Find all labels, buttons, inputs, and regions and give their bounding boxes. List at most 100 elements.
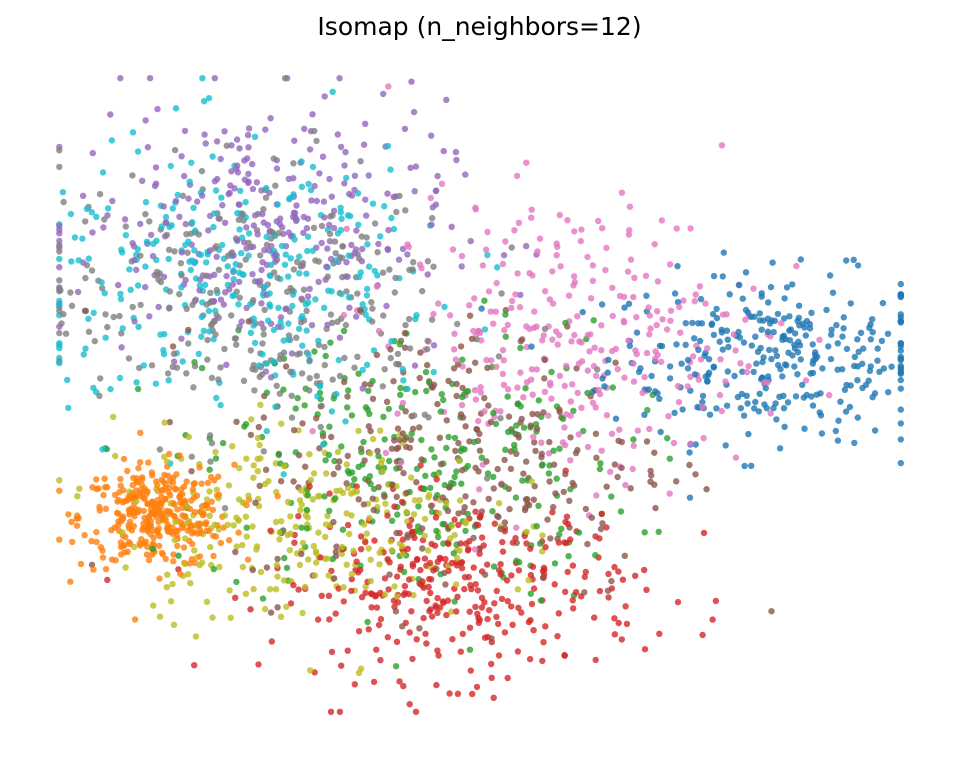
scatter-point-cluster-9	[430, 368, 437, 376]
scatter-point-cluster-7	[251, 387, 258, 394]
scatter-point-cluster-1	[196, 553, 204, 560]
scatter-point-cluster-3	[336, 708, 344, 715]
scatter-point-cluster-2	[331, 457, 338, 465]
scatter-point-cluster-7	[274, 274, 281, 281]
scatter-point-cluster-9	[303, 270, 310, 277]
scatter-point-cluster-2	[422, 368, 430, 376]
scatter-point-cluster-0	[809, 341, 816, 348]
scatter-point-cluster-0	[679, 406, 686, 413]
scatter-point-cluster-4	[154, 105, 161, 113]
scatter-point-cluster-4	[324, 321, 331, 328]
scatter-point-cluster-7	[311, 127, 318, 135]
scatter-point-cluster-4	[448, 223, 455, 230]
scatter-point-cluster-4	[201, 131, 208, 138]
scatter-point-cluster-9	[198, 333, 205, 340]
scatter-point-cluster-6	[556, 211, 563, 219]
scatter-point-cluster-8	[453, 554, 461, 561]
scatter-point-cluster-6	[574, 389, 581, 397]
scatter-point-cluster-8	[185, 571, 192, 578]
scatter-point-cluster-5	[406, 444, 413, 451]
scatter-point-cluster-4	[258, 300, 265, 307]
scatter-point-cluster-6	[704, 345, 711, 352]
scatter-point-cluster-7	[176, 290, 183, 298]
scatter-point-cluster-1	[165, 528, 172, 535]
scatter-point-cluster-1	[153, 501, 160, 509]
scatter-point-cluster-0	[756, 390, 763, 397]
scatter-point-cluster-9	[196, 282, 203, 289]
scatter-point-cluster-4	[223, 272, 230, 280]
scatter-point-cluster-8	[233, 543, 240, 550]
scatter-point-cluster-6	[529, 391, 536, 398]
scatter-point-cluster-3	[569, 597, 576, 604]
scatter-point-cluster-1	[124, 467, 131, 475]
scatter-point-cluster-9	[494, 264, 501, 271]
scatter-point-cluster-5	[335, 464, 342, 471]
scatter-point-cluster-8	[408, 474, 415, 481]
scatter-point-cluster-2	[428, 446, 435, 453]
scatter-point-cluster-9	[295, 325, 303, 333]
scatter-point-cluster-0	[786, 327, 793, 334]
scatter-point-cluster-3	[384, 512, 391, 519]
scatter-point-cluster-0	[686, 494, 694, 501]
scatter-point-cluster-2	[311, 348, 318, 355]
scatter-point-cluster-3	[539, 567, 547, 575]
scatter-point-cluster-4	[182, 220, 189, 228]
scatter-point-cluster-3	[406, 629, 413, 636]
scatter-point-cluster-0	[764, 328, 772, 335]
scatter-point-cluster-8	[348, 512, 355, 519]
scatter-point-cluster-7	[207, 289, 214, 296]
scatter-point-cluster-9	[88, 209, 96, 216]
scatter-point-cluster-9	[369, 200, 377, 207]
scatter-point-cluster-0	[897, 353, 904, 361]
scatter-point-cluster-5	[252, 499, 259, 506]
scatter-point-cluster-3	[439, 598, 447, 605]
scatter-point-cluster-5	[547, 535, 554, 542]
scatter-point-cluster-7	[60, 311, 67, 318]
scatter-point-cluster-9	[265, 317, 272, 324]
scatter-point-cluster-6	[632, 347, 639, 354]
scatter-point-cluster-9	[101, 290, 108, 297]
scatter-point-cluster-7	[289, 287, 296, 294]
scatter-point-cluster-0	[840, 314, 847, 321]
scatter-point-cluster-7	[245, 239, 252, 247]
scatter-point-cluster-7	[260, 448, 267, 455]
scatter-point-cluster-1	[155, 525, 162, 532]
scatter-point-cluster-7	[198, 167, 206, 175]
scatter-point-cluster-7	[239, 210, 246, 218]
scatter-point-cluster-2	[545, 470, 553, 477]
scatter-point-cluster-3	[247, 606, 254, 613]
scatter-point-cluster-3	[412, 708, 420, 715]
scatter-point-cluster-9	[359, 366, 366, 374]
scatter-point-cluster-6	[499, 346, 507, 354]
scatter-point-cluster-4	[319, 153, 327, 160]
scatter-point-cluster-2	[438, 391, 445, 398]
scatter-point-cluster-8	[528, 478, 535, 485]
scatter-point-cluster-8	[239, 563, 247, 571]
scatter-point-cluster-6	[598, 447, 605, 454]
scatter-point-cluster-7	[177, 260, 185, 267]
scatter-point-cluster-5	[274, 555, 281, 563]
scatter-point-cluster-9	[312, 296, 319, 303]
scatter-point-cluster-9	[82, 345, 89, 352]
scatter-point-cluster-7	[236, 294, 243, 301]
scatter-point-cluster-0	[854, 377, 861, 384]
scatter-point-cluster-3	[372, 593, 379, 600]
scatter-point-cluster-3	[570, 605, 577, 612]
scatter-point-cluster-7	[56, 248, 63, 255]
scatter-point-cluster-4	[181, 127, 189, 135]
scatter-point-cluster-5	[470, 534, 477, 542]
scatter-point-cluster-4	[467, 237, 474, 245]
scatter-point-cluster-2	[596, 465, 604, 473]
scatter-point-cluster-8	[346, 530, 353, 538]
scatter-point-cluster-4	[523, 242, 530, 250]
scatter-point-cluster-3	[427, 589, 434, 597]
scatter-point-cluster-9	[245, 252, 252, 259]
scatter-point-cluster-8	[167, 598, 175, 605]
scatter-point-cluster-5	[476, 430, 483, 437]
scatter-point-cluster-9	[232, 260, 239, 268]
scatter-point-cluster-5	[357, 306, 364, 314]
scatter-point-cluster-6	[608, 430, 616, 437]
scatter-point-cluster-2	[198, 364, 206, 372]
scatter-point-cluster-0	[784, 399, 792, 406]
scatter-point-cluster-0	[825, 343, 832, 350]
